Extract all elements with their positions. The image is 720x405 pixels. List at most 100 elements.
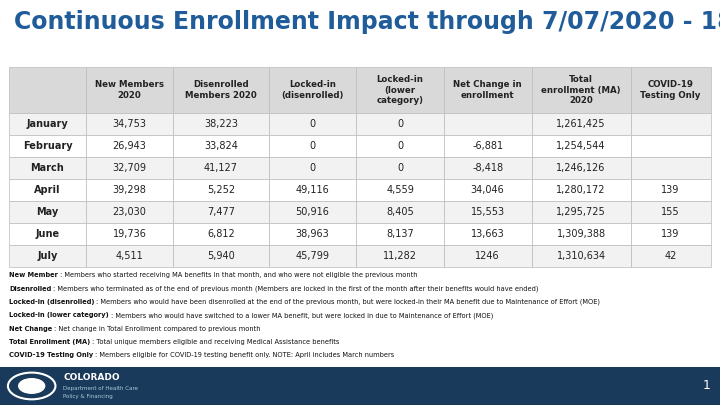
Bar bbox=[86, 179, 174, 201]
Bar bbox=[444, 245, 531, 267]
Bar bbox=[269, 135, 356, 158]
Text: 50,916: 50,916 bbox=[295, 207, 329, 217]
Text: 1,246,126: 1,246,126 bbox=[557, 163, 606, 173]
Text: 1: 1 bbox=[703, 379, 711, 392]
Text: 45,799: 45,799 bbox=[295, 252, 329, 261]
Text: 5,252: 5,252 bbox=[207, 185, 235, 195]
Bar bbox=[86, 135, 174, 158]
Bar bbox=[86, 201, 174, 223]
Text: 8,137: 8,137 bbox=[386, 229, 414, 239]
Text: Disenrolled: Disenrolled bbox=[9, 286, 52, 292]
Bar bbox=[444, 158, 531, 179]
Text: Total
enrollment (MA)
2020: Total enrollment (MA) 2020 bbox=[541, 75, 621, 105]
Text: 1,310,634: 1,310,634 bbox=[557, 252, 606, 261]
Text: Policy & Financing: Policy & Financing bbox=[63, 394, 113, 399]
Text: Locked-in (disenrolled): Locked-in (disenrolled) bbox=[9, 299, 95, 305]
Text: COVID-19 Testing Only: COVID-19 Testing Only bbox=[9, 352, 94, 358]
Bar bbox=[631, 201, 711, 223]
Text: 0: 0 bbox=[310, 163, 315, 173]
Bar bbox=[631, 113, 711, 135]
Bar bbox=[356, 113, 444, 135]
Bar bbox=[631, 158, 711, 179]
Bar bbox=[356, 179, 444, 201]
Text: 155: 155 bbox=[661, 207, 680, 217]
Text: COVID-19
Testing Only: COVID-19 Testing Only bbox=[640, 81, 701, 100]
Text: 34,753: 34,753 bbox=[112, 119, 146, 129]
Bar bbox=[86, 158, 174, 179]
Text: : Members who would have switched to a lower MA benefit, but were locked in due : : Members who would have switched to a l… bbox=[111, 312, 493, 319]
Text: Continuous Enrollment Impact through 7/07/2020 - 184k: Continuous Enrollment Impact through 7/0… bbox=[14, 10, 720, 34]
Bar bbox=[356, 201, 444, 223]
Bar bbox=[356, 158, 444, 179]
Text: 5,940: 5,940 bbox=[207, 252, 235, 261]
Bar bbox=[269, 179, 356, 201]
Text: 34,046: 34,046 bbox=[471, 185, 505, 195]
Text: Locked-in
(disenrolled): Locked-in (disenrolled) bbox=[282, 81, 343, 100]
Text: -6,881: -6,881 bbox=[472, 141, 503, 151]
Text: : Members who started receiving MA benefits in that month, and who were not elig: : Members who started receiving MA benef… bbox=[60, 272, 417, 278]
Bar bbox=[444, 201, 531, 223]
Text: 33,824: 33,824 bbox=[204, 141, 238, 151]
Text: 4,511: 4,511 bbox=[115, 252, 143, 261]
Text: March: March bbox=[30, 163, 64, 173]
Bar bbox=[174, 135, 269, 158]
Text: July: July bbox=[37, 252, 58, 261]
Text: February: February bbox=[22, 141, 72, 151]
Bar bbox=[356, 223, 444, 245]
Bar bbox=[356, 135, 444, 158]
Bar bbox=[86, 245, 174, 267]
Text: 6,812: 6,812 bbox=[207, 229, 235, 239]
Bar bbox=[531, 223, 631, 245]
Text: 0: 0 bbox=[310, 119, 315, 129]
Text: 0: 0 bbox=[310, 141, 315, 151]
Bar bbox=[9, 201, 86, 223]
Text: 13,663: 13,663 bbox=[471, 229, 505, 239]
Text: Net Change in
enrollment: Net Change in enrollment bbox=[454, 81, 522, 100]
Bar bbox=[631, 135, 711, 158]
Bar bbox=[86, 113, 174, 135]
Text: June: June bbox=[35, 229, 60, 239]
Bar bbox=[531, 179, 631, 201]
Text: : Members who would have been disenrolled at the end of the previous month, but : : Members who would have been disenrolle… bbox=[96, 299, 600, 305]
Bar bbox=[356, 67, 444, 113]
Bar bbox=[356, 245, 444, 267]
Bar bbox=[444, 223, 531, 245]
Text: May: May bbox=[36, 207, 58, 217]
Text: : Members who terminated as of the end of previous month (Members are locked in : : Members who terminated as of the end o… bbox=[53, 286, 539, 292]
Text: : Net change in Total Enrollment compared to previous month: : Net change in Total Enrollment compare… bbox=[54, 326, 261, 332]
Bar bbox=[0, 367, 720, 405]
Text: 19,736: 19,736 bbox=[112, 229, 146, 239]
Text: 38,963: 38,963 bbox=[295, 229, 329, 239]
Text: Disenrolled
Members 2020: Disenrolled Members 2020 bbox=[185, 81, 257, 100]
Text: COLORADO: COLORADO bbox=[63, 373, 120, 382]
Bar bbox=[631, 245, 711, 267]
Bar bbox=[531, 135, 631, 158]
Text: -8,418: -8,418 bbox=[472, 163, 503, 173]
Bar bbox=[9, 245, 86, 267]
Text: 23,030: 23,030 bbox=[112, 207, 146, 217]
Text: April: April bbox=[35, 185, 60, 195]
Bar bbox=[531, 245, 631, 267]
Text: 11,282: 11,282 bbox=[383, 252, 417, 261]
Bar bbox=[631, 67, 711, 113]
Text: 1,261,425: 1,261,425 bbox=[557, 119, 606, 129]
Bar bbox=[631, 223, 711, 245]
Bar bbox=[174, 158, 269, 179]
Text: : Members eligible for COVID-19 testing benefit only. NOTE: April includes March: : Members eligible for COVID-19 testing … bbox=[95, 352, 395, 358]
Text: : Total unique members eligible and receiving Medical Assistance benefits: : Total unique members eligible and rece… bbox=[92, 339, 339, 345]
Bar bbox=[9, 135, 86, 158]
Text: 49,116: 49,116 bbox=[295, 185, 329, 195]
Text: 0: 0 bbox=[397, 163, 403, 173]
Text: 0: 0 bbox=[397, 119, 403, 129]
Text: Net Change: Net Change bbox=[9, 326, 53, 332]
Bar bbox=[631, 179, 711, 201]
Bar bbox=[9, 113, 86, 135]
Bar bbox=[174, 245, 269, 267]
Bar bbox=[9, 67, 86, 113]
Bar bbox=[444, 179, 531, 201]
Text: 139: 139 bbox=[662, 185, 680, 195]
Bar bbox=[269, 245, 356, 267]
Text: 15,553: 15,553 bbox=[471, 207, 505, 217]
Bar bbox=[9, 179, 86, 201]
Text: 38,223: 38,223 bbox=[204, 119, 238, 129]
